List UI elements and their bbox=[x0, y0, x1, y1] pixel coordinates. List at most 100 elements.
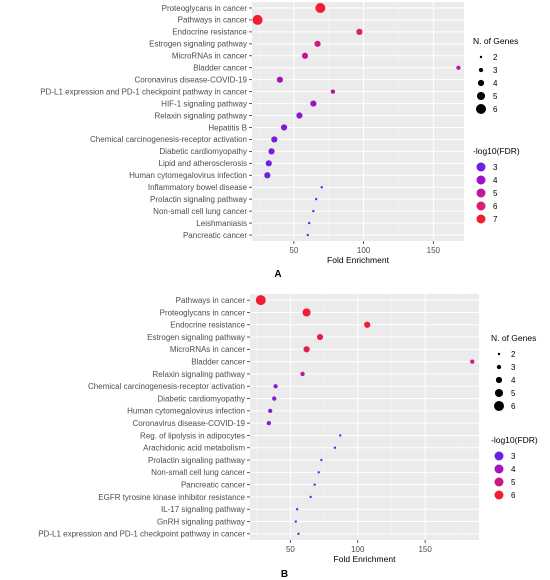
color-legend-label: 4 bbox=[511, 465, 516, 474]
category-label: Non-small cell lung cancer bbox=[151, 468, 245, 477]
category-label: Non-small cell lung cancer bbox=[153, 207, 247, 216]
category-label: IL-17 signaling pathway bbox=[161, 505, 245, 514]
size-legend-title: N. of Genes bbox=[491, 333, 536, 343]
data-point bbox=[255, 295, 266, 306]
category-label: Bladder cancer bbox=[191, 357, 245, 366]
data-point bbox=[310, 100, 317, 107]
x-tick-label: 150 bbox=[418, 545, 432, 554]
category-label: Prolactin signaling pathway bbox=[150, 195, 247, 204]
data-point bbox=[252, 14, 263, 25]
x-tick-label: 100 bbox=[357, 246, 371, 255]
category-label: Pancreatic cancer bbox=[183, 231, 247, 240]
color-legend-label: 3 bbox=[493, 163, 498, 172]
data-point bbox=[364, 321, 371, 328]
panel-b: 50 100 150 Pathways in cancer Proteoglycans … bbox=[38, 294, 538, 580]
size-legend-label: 4 bbox=[493, 79, 498, 88]
data-point bbox=[356, 28, 363, 35]
panel-label: B bbox=[281, 569, 288, 580]
size-legend-key bbox=[494, 401, 504, 411]
color-legend-label: 4 bbox=[493, 176, 498, 185]
size-legend-key bbox=[477, 79, 485, 87]
data-point bbox=[470, 359, 475, 364]
color-legend-title: -log10(FDR) bbox=[473, 146, 520, 156]
size-legend-title: N. of Genes bbox=[473, 36, 518, 46]
category-label: Hepatitis B bbox=[208, 123, 247, 132]
size-legend-label: 5 bbox=[511, 389, 516, 398]
data-point bbox=[320, 186, 323, 189]
data-point bbox=[312, 209, 315, 213]
size-legend-label: 2 bbox=[511, 350, 516, 359]
size-legend-label: 3 bbox=[493, 66, 498, 75]
category-label: Proteoglycans in cancer bbox=[160, 308, 246, 317]
data-point bbox=[302, 308, 311, 317]
plot-panel-background bbox=[252, 2, 464, 241]
panel-a: 50 100 150 Proteoglycans in cancer Pathways … bbox=[40, 2, 520, 280]
size-legend-key bbox=[494, 388, 504, 398]
category-label: Lipid and atherosclerosis bbox=[159, 159, 248, 168]
size-legend-label: 6 bbox=[493, 105, 498, 114]
size-legend-label: 5 bbox=[493, 92, 498, 101]
data-point bbox=[294, 520, 297, 523]
category-label: Relaxin signaling pathway bbox=[155, 111, 248, 120]
data-point bbox=[271, 136, 278, 143]
category-label: EGFR tyrosine kinase inhibitor resistanc… bbox=[98, 493, 245, 502]
size-legend-key bbox=[497, 352, 501, 356]
size-legend-key bbox=[495, 376, 503, 384]
data-point bbox=[330, 89, 336, 94]
color-legend-key bbox=[476, 201, 486, 211]
data-point bbox=[303, 346, 310, 353]
category-label: Chemical carcinogenesis-receptor activat… bbox=[88, 382, 245, 391]
data-point bbox=[276, 76, 283, 83]
x-tick-label: 50 bbox=[289, 246, 298, 255]
category-label: Arachidonic acid metabolism bbox=[143, 444, 245, 453]
data-point bbox=[297, 532, 300, 536]
data-point bbox=[265, 160, 272, 167]
category-label: Chemical carcinogenesis-receptor activat… bbox=[90, 135, 247, 144]
category-label: Relaxin signaling pathway bbox=[153, 370, 246, 379]
color-legend-label: 6 bbox=[493, 202, 498, 211]
category-label: Human cytomegalovirus infection bbox=[129, 171, 247, 180]
panel-label: A bbox=[274, 269, 281, 280]
color-legend-label: 3 bbox=[511, 452, 516, 461]
x-axis-title: Fold Enrichment bbox=[334, 554, 397, 564]
category-label: Prolactin signaling pathway bbox=[148, 456, 245, 465]
data-point bbox=[314, 197, 318, 201]
category-label: Estrogen signaling pathway bbox=[149, 40, 247, 49]
color-legend-key bbox=[476, 162, 486, 172]
data-point bbox=[264, 172, 271, 179]
size-legend-key bbox=[479, 55, 483, 59]
color-legend-key bbox=[476, 175, 486, 185]
x-tick-label: 150 bbox=[427, 246, 441, 255]
category-label: Diabetic cardiomyopathy bbox=[157, 394, 245, 403]
color-legend-label: 6 bbox=[511, 491, 516, 500]
color-legend-key bbox=[476, 188, 486, 198]
data-point bbox=[280, 124, 288, 131]
category-label: Endocrine resistance bbox=[172, 28, 247, 37]
size-legend-key bbox=[496, 364, 502, 370]
data-point bbox=[309, 495, 312, 499]
data-point bbox=[333, 446, 337, 449]
category-label: GnRH signaling pathway bbox=[157, 517, 245, 526]
color-legend-key bbox=[494, 451, 504, 461]
data-point bbox=[295, 508, 299, 511]
data-point bbox=[313, 483, 316, 486]
data-point bbox=[266, 421, 272, 426]
category-label: PD-L1 expression and PD-1 checkpoint pat… bbox=[38, 530, 245, 539]
category-label: MicroRNAs in cancer bbox=[172, 52, 247, 61]
category-label: Reg. of lipolysis in adipocytes bbox=[140, 431, 245, 440]
category-label: Coronavirus disease-COVID-19 bbox=[135, 75, 248, 84]
x-axis-title: Fold Enrichment bbox=[327, 255, 390, 265]
category-label: HIF-1 signaling pathway bbox=[161, 99, 247, 108]
category-label: Pathways in cancer bbox=[178, 16, 248, 25]
size-legend-key bbox=[476, 104, 486, 114]
color-legend-key bbox=[476, 214, 486, 224]
category-label: Human cytomegalovirus infection bbox=[127, 407, 245, 416]
category-label: Bladder cancer bbox=[193, 64, 247, 73]
size-legend-label: 6 bbox=[511, 402, 516, 411]
data-point bbox=[301, 52, 309, 59]
data-point bbox=[320, 458, 323, 462]
color-legend-label: 7 bbox=[493, 215, 498, 224]
category-label: Diabetic cardiomyopathy bbox=[159, 147, 247, 156]
data-point bbox=[317, 471, 320, 474]
